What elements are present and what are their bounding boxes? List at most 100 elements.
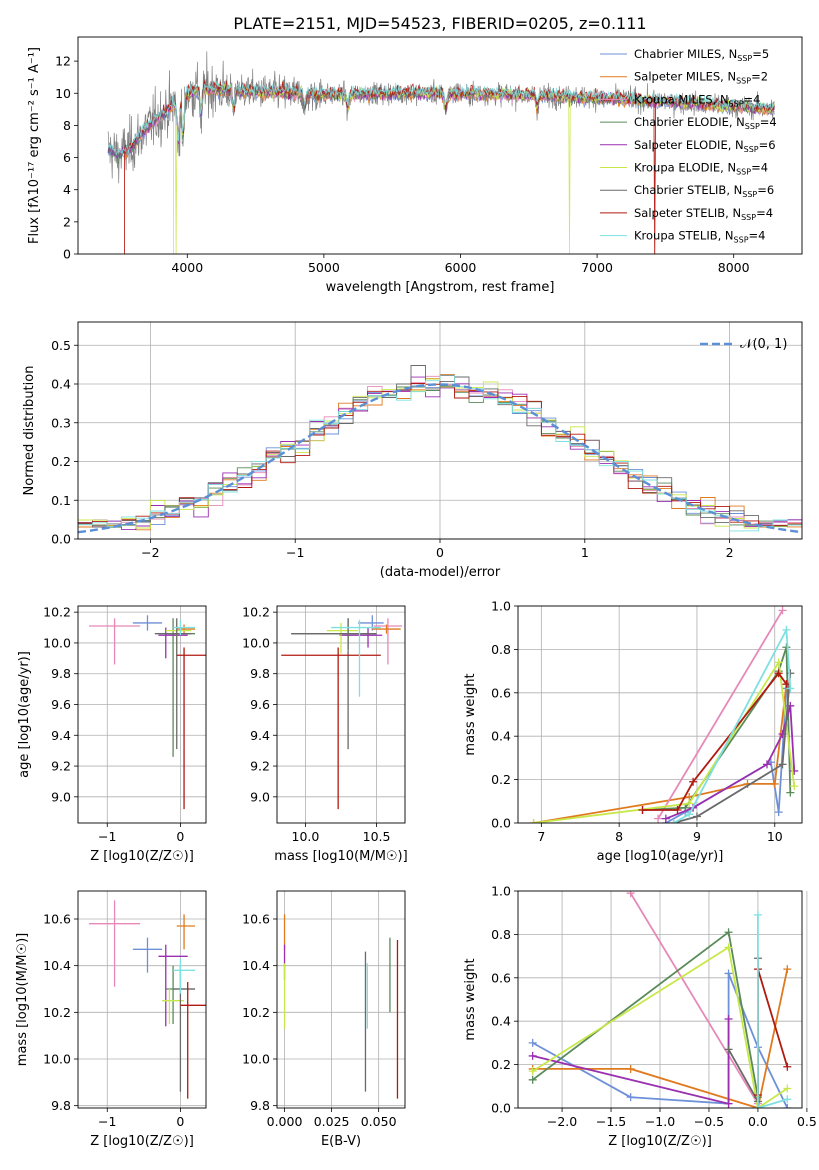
marker-chabrier_stelib xyxy=(778,760,787,769)
line-kroupa_miles xyxy=(629,892,759,1105)
line-kroupa_stelib xyxy=(757,914,788,1108)
y-tick-label: 10.2 xyxy=(242,1005,270,1020)
y-axis-label: mass weight xyxy=(463,673,478,755)
marker-salpeter_stelib xyxy=(782,680,791,689)
x-tick-label: 10.0 xyxy=(292,829,320,844)
y-tick-label: 10.0 xyxy=(242,635,270,650)
x-axis-label: (data-model)/error xyxy=(380,565,501,580)
marker-kroupa_elodie xyxy=(529,819,538,823)
y-tick-label: 10.2 xyxy=(43,605,71,620)
axes-frame xyxy=(276,605,406,824)
y-tick-label: 12 xyxy=(55,54,71,69)
x-tick-label: 1 xyxy=(581,545,589,560)
y-tick-label: 9.6 xyxy=(250,697,270,712)
marker-chabrier_miles xyxy=(626,1093,635,1102)
axes-frame xyxy=(276,890,406,1109)
marker-salpeter_stelib xyxy=(783,1062,792,1071)
y-tick-label: 9.6 xyxy=(51,697,71,712)
x-tick-label: 4000 xyxy=(171,260,203,275)
line-salpeter_elodie xyxy=(665,705,796,820)
plot-area xyxy=(283,914,399,1099)
x-tick-label: 0.5 xyxy=(797,1114,817,1129)
line-salpeter_stelib xyxy=(642,671,788,811)
plot-area xyxy=(528,891,792,1108)
marker-salpeter_elodie xyxy=(762,760,771,769)
y-axis-label: age [log10(age/yr)] xyxy=(17,651,32,778)
x-tick-label: 10 xyxy=(767,829,783,844)
x-tick-label: −2.0 xyxy=(547,1114,577,1129)
panel-age-weight: 7 8 9 10 0.0 0.2 0.4 0.6 0.8 1.0 age [log10(age/yr… xyxy=(463,599,803,864)
marker-chabrier_stelib xyxy=(692,812,701,821)
legend-label-chabrier_stelib: Chabrier STELIB, NSSP=6 xyxy=(634,183,774,199)
y-tick-label: 10.2 xyxy=(242,605,270,620)
y-tick-label: 9.8 xyxy=(51,1098,71,1113)
legend-label-salpeter_stelib: Salpeter STELIB, NSSP=4 xyxy=(634,206,773,222)
y-tick-label: 0.4 xyxy=(491,729,511,744)
y-tick-label: 9.0 xyxy=(250,789,270,804)
x-tick-label: 0 xyxy=(176,1114,184,1129)
panel-mass-age: 10.0 10.5 9.0 9.2 9.4 9.6 9.8 10.0 10.2 mass [log… xyxy=(242,605,408,864)
marker-salpeter_stelib xyxy=(689,777,698,786)
marker-chabrier_elodie xyxy=(786,788,795,797)
y-tick-label: 1.0 xyxy=(491,599,511,614)
marker-kroupa_stelib xyxy=(786,684,795,693)
y-axis-label: mass [log10(M/M☉)] xyxy=(15,933,30,1066)
marker-salpeter_elodie xyxy=(661,814,670,823)
marker-chabrier_elodie xyxy=(528,1075,537,1084)
y-tick-label: 9.4 xyxy=(51,728,71,743)
marker-salpeter_miles xyxy=(770,779,779,788)
legend-label-salpeter_elodie: Salpeter ELODIE, NSSP=6 xyxy=(634,138,776,154)
marker-salpeter_miles xyxy=(783,965,792,974)
marker-kroupa_elodie xyxy=(790,782,799,791)
marker-chabrier_miles xyxy=(774,808,783,817)
x-tick-label: −1 xyxy=(98,1114,116,1129)
y-tick-label: 10.0 xyxy=(43,635,71,650)
y-tick-label: 10.6 xyxy=(43,912,71,927)
x-axis-label: Z [log10(Z/Z☉)] xyxy=(608,1134,712,1149)
x-tick-label: 8 xyxy=(615,829,623,844)
marker-chabrier_elodie xyxy=(724,928,733,937)
model-kroupa_stelib-line xyxy=(107,81,775,156)
x-axis-label: wavelength [Angstrom, rest frame] xyxy=(326,280,555,295)
marker-kroupa_stelib xyxy=(669,819,678,823)
y-tick-label: 0.1 xyxy=(51,493,71,508)
x-tick-label: −2 xyxy=(141,545,159,560)
x-tick-label: 0 xyxy=(436,545,444,560)
x-axis-label: E(B-V) xyxy=(321,1134,361,1149)
marker-chabrier_elodie xyxy=(782,643,791,652)
y-tick-label: 10.2 xyxy=(43,1005,71,1020)
marker-kroupa_miles xyxy=(626,891,635,898)
panel-ebv-mass: 0.000 0.025 0.050 9.8 10.0 10.2 10.4 10.6 E(B-V) xyxy=(242,890,406,1149)
y-tick-label: 9.2 xyxy=(250,759,270,774)
y-tick-label: 0 xyxy=(63,247,71,262)
x-tick-label: 2 xyxy=(726,545,734,560)
y-tick-label: 10 xyxy=(55,86,71,101)
legend-label-salpeter_miles: Salpeter MILES, NSSP=2 xyxy=(634,70,768,86)
marker-salpeter_stelib xyxy=(638,805,647,814)
legend-label-kroupa_elodie: Kroupa ELODIE, NSSP=4 xyxy=(634,161,768,177)
x-tick-label: 0.000 xyxy=(267,1114,303,1129)
line-kroupa_miles xyxy=(657,609,784,820)
x-tick-label: 0 xyxy=(176,829,184,844)
x-tick-label: −1 xyxy=(98,829,116,844)
y-tick-label: 8 xyxy=(63,118,71,133)
y-tick-label: 10.0 xyxy=(43,1052,71,1067)
line-chabrier_miles xyxy=(665,688,788,823)
marker-kroupa_elodie xyxy=(685,799,694,808)
marker-salpeter_elodie xyxy=(724,1015,733,1024)
y-tick-label: 0.0 xyxy=(491,1101,511,1116)
plot-area xyxy=(529,606,799,823)
y-tick-label: 9.4 xyxy=(250,728,270,743)
line-kroupa_stelib xyxy=(673,626,792,823)
y-tick-label: 10.6 xyxy=(242,912,270,927)
y-tick-label: 9.2 xyxy=(51,759,71,774)
line-kroupa_elodie xyxy=(533,659,796,823)
y-axis-label: Normed distribution xyxy=(22,366,37,496)
legend-label-chabrier_miles: Chabrier MILES, NSSP=5 xyxy=(634,47,769,63)
x-tick-label: 0.050 xyxy=(361,1114,397,1129)
marker-kroupa_stelib xyxy=(782,625,791,634)
y-tick-label: 6 xyxy=(63,150,71,165)
x-tick-label: 0.0 xyxy=(748,1114,768,1129)
x-tick-label: 6000 xyxy=(445,260,477,275)
marker-salpeter_elodie xyxy=(724,1099,733,1108)
